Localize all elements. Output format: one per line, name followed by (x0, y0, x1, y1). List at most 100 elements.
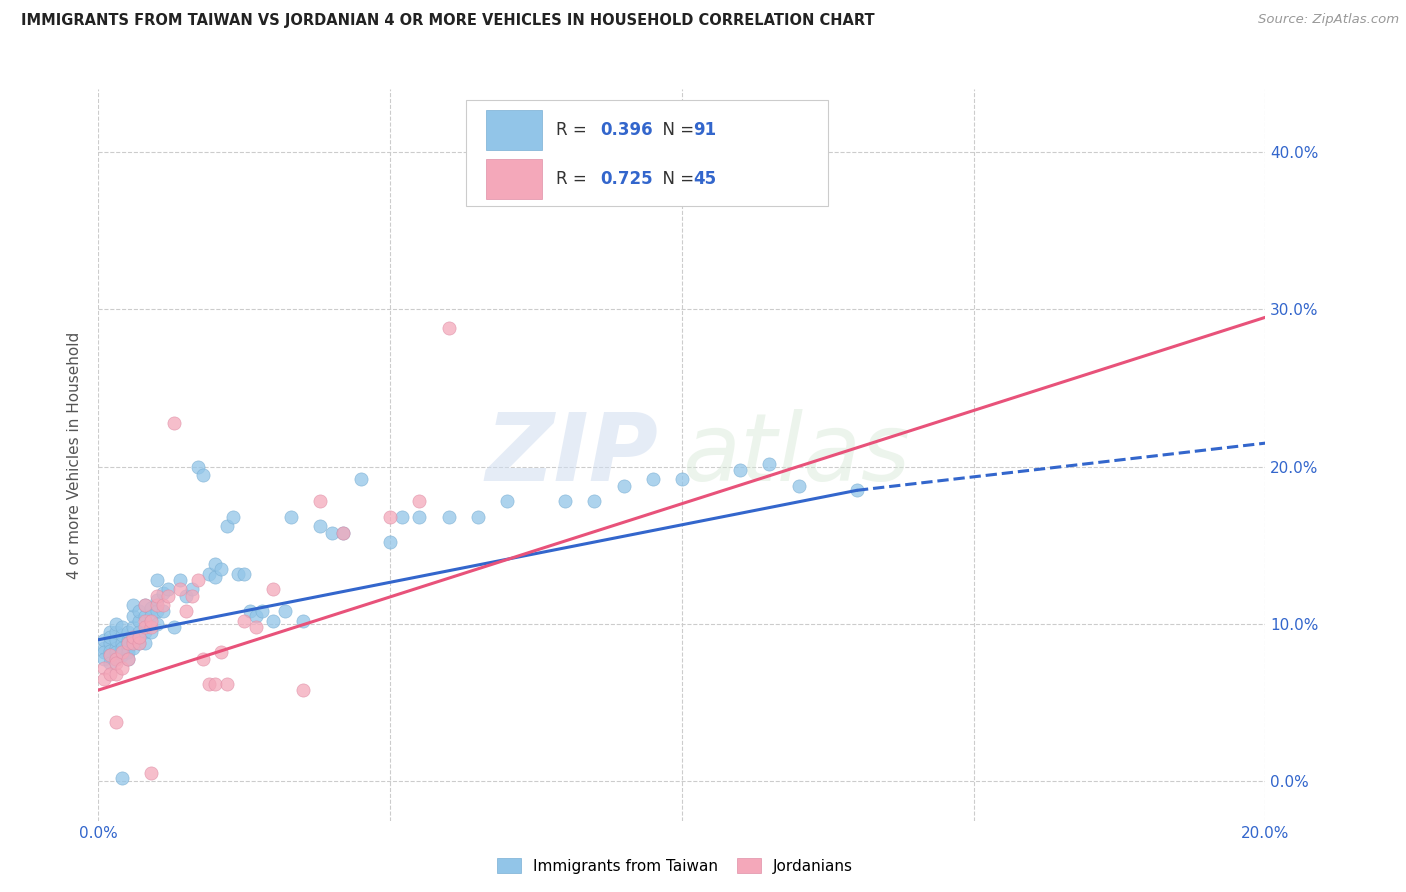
Point (93, 651, 115, 665)
Point (104, 714, 127, 729)
Point (98, 648, 121, 663)
Point (152, 585, 174, 599)
FancyBboxPatch shape (465, 100, 828, 206)
Point (134, 609, 156, 624)
Point (274, 604, 297, 618)
Point (93, 632, 115, 647)
Point (728, 463, 751, 477)
Point (174, 589, 197, 603)
Point (139, 766, 162, 780)
Point (128, 604, 150, 618)
Y-axis label: 4 or more Vehicles in Household: 4 or more Vehicles in Household (67, 331, 83, 579)
Point (495, 494, 517, 508)
Point (93, 645, 115, 659)
Point (309, 519, 332, 533)
Point (98, 636, 121, 650)
Point (139, 620, 162, 634)
Point (104, 651, 127, 665)
Point (180, 589, 202, 603)
Point (111, 645, 134, 659)
Point (169, 573, 191, 587)
Point (583, 494, 606, 508)
Point (204, 570, 226, 584)
Point (117, 624, 139, 639)
Point (291, 683, 314, 698)
Point (98, 624, 121, 639)
Point (98, 657, 121, 671)
Point (128, 636, 150, 650)
Point (408, 510, 430, 524)
Point (215, 677, 238, 691)
Point (204, 558, 226, 572)
Legend: Immigrants from Taiwan, Jordanians: Immigrants from Taiwan, Jordanians (491, 852, 859, 880)
Point (280, 510, 302, 524)
Point (122, 609, 145, 624)
Point (98, 667, 121, 681)
Text: N =: N = (651, 170, 699, 188)
Point (139, 624, 162, 639)
Point (146, 598, 169, 612)
Point (187, 573, 209, 587)
Point (262, 582, 284, 597)
Text: N =: N = (651, 120, 699, 138)
Point (245, 609, 267, 624)
Point (93, 640, 115, 655)
Point (187, 459, 209, 474)
Point (245, 620, 267, 634)
Point (250, 604, 273, 618)
Point (350, 472, 373, 486)
Text: 0.725: 0.725 (600, 170, 652, 188)
Text: 0.396: 0.396 (600, 120, 652, 138)
Point (309, 494, 332, 508)
Point (146, 604, 169, 618)
Point (104, 632, 127, 647)
Point (104, 645, 127, 659)
Text: R =: R = (555, 170, 592, 188)
Point (641, 472, 664, 486)
Point (122, 636, 145, 650)
Point (408, 494, 430, 508)
Point (117, 651, 139, 665)
Point (612, 478, 634, 492)
Point (845, 483, 868, 498)
Point (98, 630, 121, 644)
Point (198, 566, 221, 581)
Point (134, 614, 156, 628)
Point (163, 416, 186, 430)
Point (111, 648, 134, 663)
Point (554, 494, 576, 508)
Point (104, 657, 127, 671)
Point (378, 535, 402, 549)
Point (146, 617, 169, 632)
Point (146, 589, 169, 603)
Text: IMMIGRANTS FROM TAIWAN VS JORDANIAN 4 OR MORE VEHICLES IN HOUSEHOLD CORRELATION : IMMIGRANTS FROM TAIWAN VS JORDANIAN 4 OR… (21, 13, 875, 29)
Point (787, 478, 810, 492)
Point (93, 672, 115, 686)
Point (291, 614, 314, 628)
Point (180, 582, 202, 597)
Point (228, 566, 250, 581)
Point (209, 645, 232, 659)
Point (117, 636, 139, 650)
Point (134, 624, 156, 639)
Point (233, 566, 256, 581)
Point (209, 562, 232, 576)
Point (134, 598, 156, 612)
Point (239, 604, 262, 618)
Point (139, 614, 162, 628)
Point (204, 677, 226, 691)
Point (117, 645, 139, 659)
Text: ZIP: ZIP (485, 409, 658, 501)
Point (233, 614, 256, 628)
Point (104, 617, 127, 632)
Point (128, 630, 150, 644)
Point (139, 601, 162, 615)
Point (174, 604, 197, 618)
Point (111, 771, 134, 785)
Point (93, 661, 115, 675)
Point (111, 661, 134, 675)
Point (378, 510, 402, 524)
Point (117, 636, 139, 650)
Point (134, 598, 156, 612)
Point (157, 582, 180, 597)
